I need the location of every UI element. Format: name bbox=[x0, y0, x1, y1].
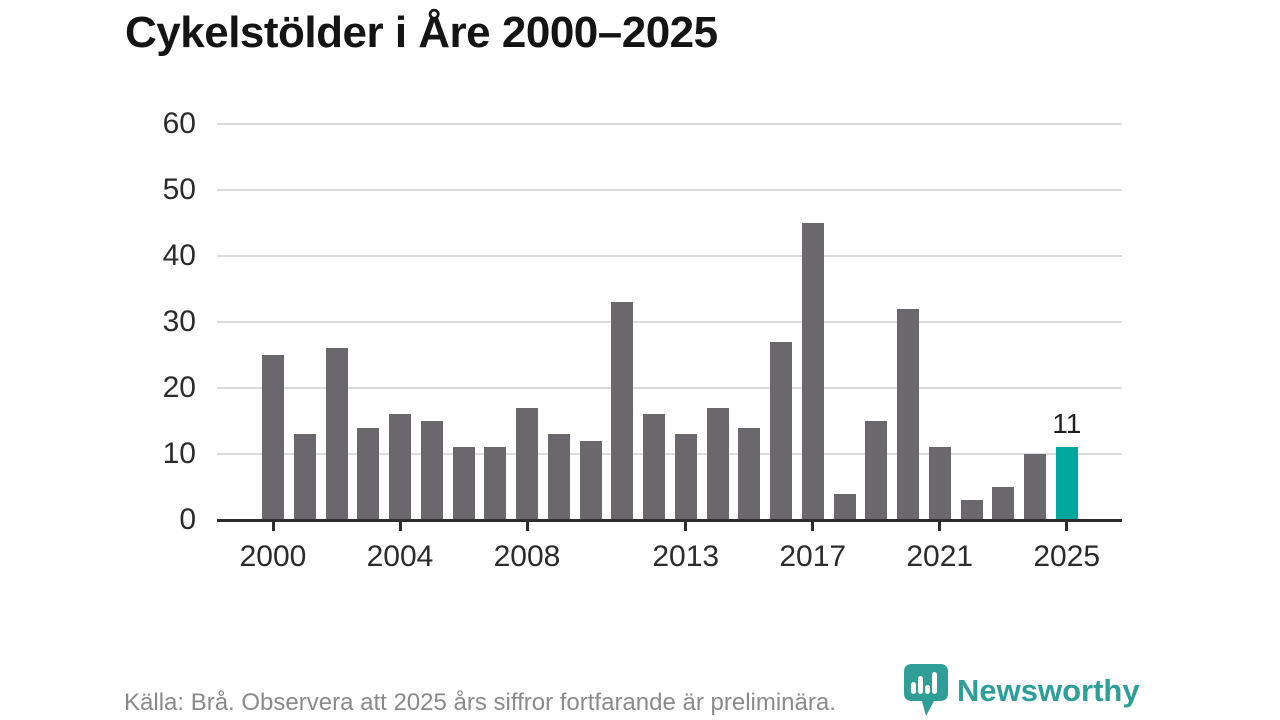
x-axis-tick-2017 bbox=[811, 522, 815, 531]
newsworthy-logo-text: Newsworthy bbox=[957, 673, 1140, 708]
gridline-y-40 bbox=[217, 255, 1122, 257]
gridline-y-30 bbox=[217, 321, 1122, 323]
bar-2019[interactable] bbox=[865, 421, 888, 520]
bar-2005[interactable] bbox=[420, 421, 443, 520]
bar-2021[interactable] bbox=[928, 447, 951, 520]
y-axis-tick-label-10: 10 bbox=[162, 437, 196, 470]
chart-title: Cykelstölder i Åre 2000–2025 bbox=[125, 8, 718, 57]
bar-2018[interactable] bbox=[833, 493, 856, 520]
source-note: Källa: Brå. Observera att 2025 års siffr… bbox=[124, 689, 836, 716]
bar-2022[interactable] bbox=[960, 500, 983, 520]
bar-2010[interactable] bbox=[579, 440, 602, 520]
x-axis-tick-label-2025: 2025 bbox=[1033, 540, 1101, 573]
bar-2016[interactable] bbox=[770, 341, 792, 520]
x-axis-line bbox=[217, 519, 1122, 522]
x-axis-tick-label-2017: 2017 bbox=[779, 540, 847, 573]
x-axis-tick-2025 bbox=[1065, 522, 1069, 531]
y-axis-tick-label-20: 20 bbox=[162, 371, 196, 404]
bar-2012[interactable] bbox=[643, 414, 665, 520]
bar-2014[interactable] bbox=[706, 407, 729, 520]
bar-2003[interactable] bbox=[357, 427, 380, 520]
x-axis-tick-label-2004: 2004 bbox=[366, 540, 434, 573]
gridline-y-10 bbox=[217, 453, 1122, 455]
bar-2024[interactable] bbox=[1024, 454, 1046, 520]
gridline-y-60 bbox=[217, 123, 1122, 125]
bar-2006[interactable] bbox=[452, 447, 475, 520]
y-axis-tick-label-50: 50 bbox=[162, 173, 196, 206]
x-axis-tick-label-2008: 2008 bbox=[493, 540, 561, 573]
y-axis-tick-label-0: 0 bbox=[179, 503, 196, 536]
bar-2007[interactable] bbox=[484, 447, 507, 520]
bar-2009[interactable] bbox=[547, 434, 570, 520]
y-axis-tick-label-30: 30 bbox=[162, 305, 196, 338]
bar-value-label-2025: 11 bbox=[1052, 408, 1082, 440]
bar-2004[interactable] bbox=[389, 414, 411, 520]
x-axis-tick-2004 bbox=[398, 522, 402, 531]
bar-2025[interactable] bbox=[1055, 447, 1078, 520]
bar-2020[interactable] bbox=[897, 308, 919, 520]
x-axis-tick-2008 bbox=[525, 522, 529, 531]
bar-2015[interactable] bbox=[738, 427, 761, 520]
gridline-y-20 bbox=[217, 387, 1122, 389]
bar-2011[interactable] bbox=[611, 302, 634, 520]
x-axis-tick-2021 bbox=[938, 522, 942, 531]
x-axis-tick-2000 bbox=[271, 522, 275, 531]
newsworthy-pin-bar-chart-icon bbox=[903, 664, 949, 720]
bar-2023[interactable] bbox=[992, 487, 1015, 520]
y-axis-tick-label-40: 40 bbox=[162, 239, 196, 272]
newsworthy-logo[interactable]: Newsworthy bbox=[903, 664, 1163, 720]
x-axis-tick-label-2021: 2021 bbox=[906, 540, 974, 573]
x-axis-tick-2013 bbox=[684, 522, 688, 531]
bar-2017[interactable] bbox=[801, 223, 824, 520]
bar-2000[interactable] bbox=[262, 355, 284, 520]
bar-2002[interactable] bbox=[325, 348, 348, 520]
bar-2013[interactable] bbox=[674, 434, 697, 520]
x-axis-tick-label-2000: 2000 bbox=[239, 540, 307, 573]
bar-2008[interactable] bbox=[516, 407, 538, 520]
bar-2001[interactable] bbox=[293, 434, 316, 520]
gridline-y-50 bbox=[217, 189, 1122, 191]
x-axis-tick-label-2013: 2013 bbox=[652, 540, 720, 573]
y-axis-tick-label-60: 60 bbox=[162, 107, 196, 140]
